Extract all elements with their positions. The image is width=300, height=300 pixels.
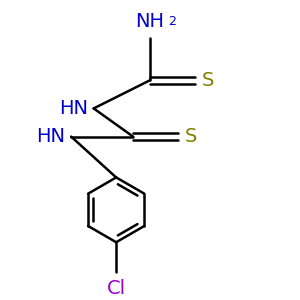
Text: Cl: Cl <box>106 279 126 298</box>
Text: 2: 2 <box>168 15 176 28</box>
Text: HN: HN <box>37 127 65 146</box>
Text: S: S <box>202 71 214 90</box>
Text: HN: HN <box>59 99 88 118</box>
Text: NH: NH <box>136 12 164 31</box>
Text: S: S <box>185 127 198 146</box>
